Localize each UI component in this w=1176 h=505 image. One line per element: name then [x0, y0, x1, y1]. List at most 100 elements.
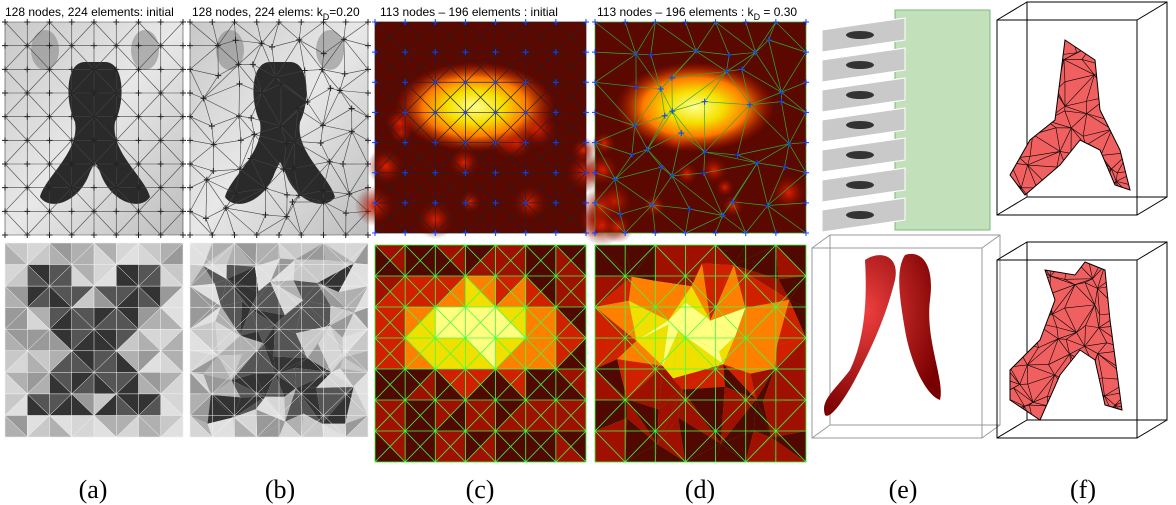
mesh-edge	[1032, 374, 1055, 403]
mesh-edge	[189, 393, 213, 416]
mesh-edge	[71, 163, 95, 188]
mesh-cell	[628, 300, 669, 341]
node-marker	[2, 42, 8, 49]
mesh-edge	[495, 142, 526, 173]
mesh-edge	[1022, 321, 1034, 331]
mesh-cell	[293, 280, 318, 301]
node-marker	[135, 113, 142, 120]
mesh-edge	[525, 337, 557, 370]
mesh-edge	[525, 306, 557, 339]
mesh-edge	[4, 264, 28, 287]
mesh-cell	[231, 343, 264, 381]
mesh-edge	[160, 140, 184, 165]
mesh-cell	[702, 245, 734, 266]
mesh-cell	[342, 312, 368, 338]
mesh-cell	[354, 307, 368, 330]
mesh-edge	[1024, 404, 1030, 407]
mesh-edge	[297, 108, 324, 126]
mesh-cell	[207, 394, 234, 424]
node-marker	[326, 158, 333, 165]
mesh-cell	[265, 374, 285, 397]
mesh-edge	[271, 39, 300, 48]
mesh-edge	[239, 168, 266, 189]
node-marker	[462, 49, 469, 56]
mesh-cell	[338, 263, 368, 293]
mesh-edge	[116, 372, 139, 395]
mesh-edge	[217, 45, 239, 65]
mesh-edge	[1130, 380, 1140, 395]
mesh-edge	[212, 415, 235, 438]
mesh-edge	[1010, 337, 1013, 343]
mesh-edge	[320, 131, 352, 144]
mesh-edge	[525, 142, 557, 173]
node-marker	[91, 184, 97, 191]
mesh-edge	[1000, 360, 1010, 367]
mesh-cell	[735, 335, 775, 374]
mesh-edge	[671, 71, 727, 79]
node-marker	[24, 90, 31, 96]
mesh-edge	[1115, 40, 1123, 47]
mesh-edge	[329, 161, 350, 195]
mesh-edge	[715, 337, 747, 370]
mesh-edge	[1087, 40, 1094, 45]
mesh-edge	[203, 64, 239, 99]
mesh-edge	[1016, 264, 1034, 279]
mesh-edge	[1013, 387, 1025, 407]
mesh-edge	[1128, 380, 1131, 391]
mesh-edge	[1013, 384, 1020, 389]
structure	[1009, 39, 1131, 196]
node-marker	[68, 113, 75, 120]
mesh-edge	[1035, 61, 1057, 90]
mesh-cell	[190, 243, 204, 266]
mesh-cell	[274, 300, 303, 334]
mesh-edge	[1115, 262, 1122, 276]
mesh-edge	[495, 202, 526, 234]
mesh-cell	[595, 276, 632, 307]
mesh-edge	[1053, 168, 1068, 192]
mesh-edge	[1042, 52, 1058, 56]
mesh-edge	[1084, 278, 1093, 283]
mesh-cell	[285, 413, 304, 437]
node-marker	[180, 19, 186, 25]
mesh-edge	[71, 21, 95, 46]
mesh-edge	[286, 201, 293, 217]
mesh-edge	[93, 372, 117, 395]
mesh-edge	[261, 92, 282, 127]
node-marker	[462, 19, 469, 25]
mesh-edge	[280, 108, 299, 127]
node-marker	[678, 129, 685, 136]
mesh-edge	[1012, 329, 1024, 338]
mesh-edge	[189, 45, 219, 70]
mesh-edge	[138, 329, 161, 351]
mesh-edge	[767, 205, 807, 234]
mesh-edge	[93, 264, 117, 287]
mesh-cell	[595, 399, 627, 431]
node-marker	[157, 208, 164, 215]
node-marker	[742, 230, 749, 236]
mesh-edge	[685, 430, 716, 463]
title-text: 128 nodes, 224 elements: initial	[5, 5, 174, 19]
mesh-cell	[226, 243, 255, 267]
mesh-cell	[285, 388, 304, 422]
mesh-edge	[465, 430, 496, 463]
mesh-edge	[116, 350, 139, 373]
mesh-edge	[203, 98, 213, 127]
node-marker	[402, 199, 409, 206]
node-marker	[365, 90, 371, 96]
mesh-edge	[4, 350, 28, 373]
mesh-edge	[321, 69, 341, 91]
mesh-edge	[1052, 314, 1058, 328]
mesh-edge	[374, 21, 406, 53]
mesh-edge	[1116, 69, 1127, 80]
mesh-edge	[49, 285, 72, 308]
mesh-edge	[301, 264, 324, 287]
mesh-edge	[685, 399, 716, 432]
mesh-edge	[234, 350, 257, 373]
mesh-cell	[685, 443, 721, 462]
mesh-edge	[1034, 40, 1059, 56]
mesh-edge	[4, 307, 28, 330]
mesh-edge	[525, 82, 557, 113]
mesh-edge	[240, 134, 255, 141]
mesh-edge	[1064, 105, 1087, 114]
mesh-edge	[1017, 122, 1025, 140]
